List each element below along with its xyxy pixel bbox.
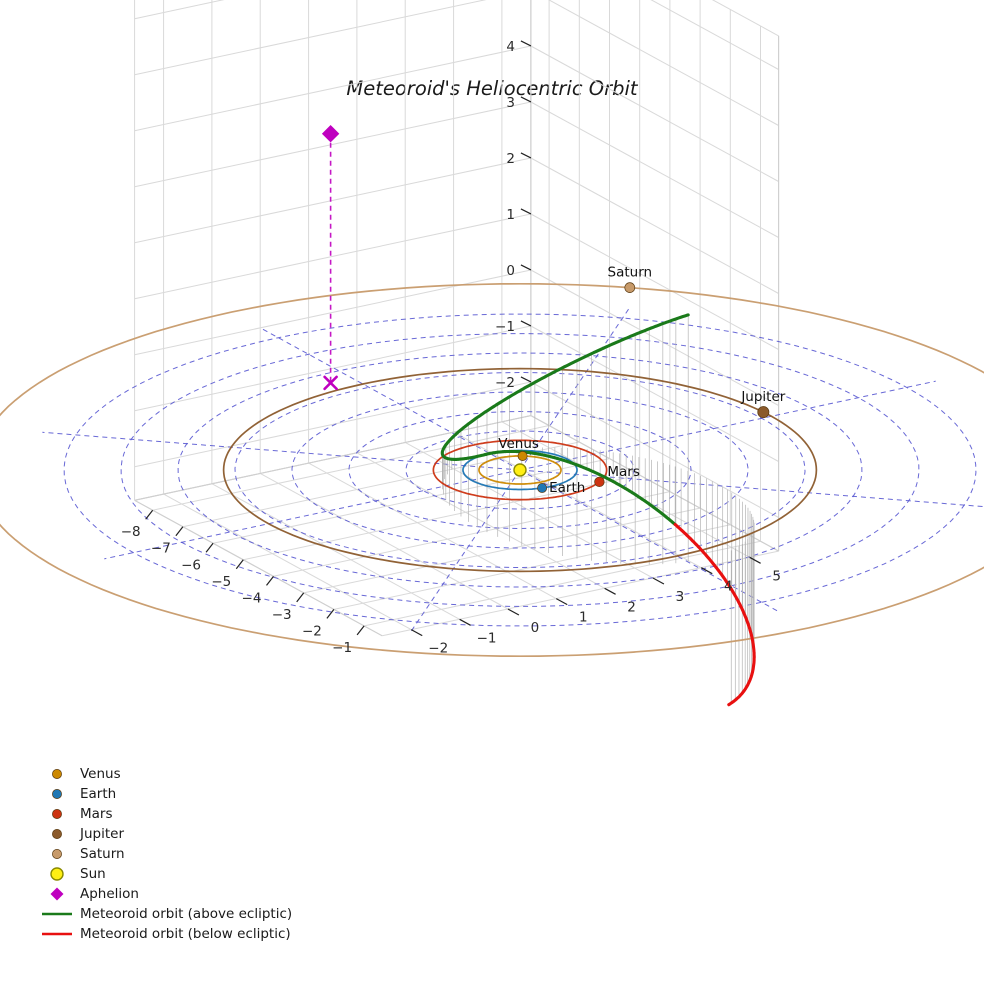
tick-label: 2 bbox=[506, 151, 515, 167]
legend-label-meteoroid-orbit-below-ecliptic: Meteoroid orbit (below ecliptic) bbox=[80, 926, 291, 942]
axes-panes bbox=[134, 0, 780, 637]
planet-label-jupiter: Jupiter bbox=[740, 389, 785, 405]
aphelion-marker[interactable] bbox=[321, 124, 340, 391]
tick-label: −1 bbox=[477, 630, 497, 646]
planet-label-mars: Mars bbox=[607, 464, 640, 480]
legend-label-meteoroid-orbit-above-ecliptic: Meteoroid orbit (above ecliptic) bbox=[80, 906, 292, 922]
tick-label: −2 bbox=[495, 375, 515, 391]
tick-label: −2 bbox=[302, 623, 322, 639]
legend-label-mars: Mars bbox=[80, 806, 113, 822]
polar-grid bbox=[42, 306, 984, 634]
tick-label: 1 bbox=[506, 207, 515, 223]
tick-label: −4 bbox=[242, 590, 262, 606]
tick-label: 3 bbox=[506, 95, 515, 111]
page-title: Meteoroid's Heliocentric Orbit bbox=[346, 77, 639, 100]
meteoroid-orbit bbox=[440, 313, 756, 707]
legend-label-earth: Earth bbox=[80, 786, 116, 802]
tick-label: −6 bbox=[181, 557, 201, 573]
legend-label-venus: Venus bbox=[80, 766, 121, 782]
tick-label: −8 bbox=[121, 524, 141, 540]
planet-label-earth: Earth bbox=[549, 480, 585, 496]
planet-markers: Venus Earth Mars Jupiter Saturn bbox=[498, 265, 786, 496]
planet-label-venus: Venus bbox=[498, 436, 539, 452]
legend-label-saturn: Saturn bbox=[80, 846, 125, 862]
orbit-stem-lines bbox=[441, 314, 755, 704]
tick-label: −1 bbox=[495, 319, 515, 335]
tick-label: −1 bbox=[332, 640, 352, 656]
legend-label-sun: Sun bbox=[80, 866, 106, 882]
tick-label: 5 bbox=[772, 568, 781, 584]
tick-label: −5 bbox=[211, 574, 231, 590]
tick-label: 3 bbox=[676, 589, 685, 605]
tick-label: 0 bbox=[506, 263, 515, 279]
axis-ticks: −8−7−6−5−4−3−2−1−2−10123456543210−1−2 bbox=[121, 39, 781, 657]
tick-label: 2 bbox=[627, 599, 636, 615]
planet-label-saturn: Saturn bbox=[608, 265, 653, 281]
tick-label: 4 bbox=[506, 39, 515, 55]
legend-label-aphelion: Aphelion bbox=[80, 886, 139, 902]
legend: Venus Earth Mars Jupiter Saturn Sun Aphelion Me… bbox=[42, 766, 292, 942]
tick-label: −2 bbox=[428, 641, 448, 657]
tick-label: 1 bbox=[579, 610, 588, 626]
legend-label-jupiter: Jupiter bbox=[79, 826, 124, 842]
tick-label: −7 bbox=[151, 541, 171, 557]
tick-label: 4 bbox=[724, 579, 733, 595]
tick-label: 0 bbox=[531, 620, 540, 636]
tick-label: −3 bbox=[272, 607, 292, 623]
